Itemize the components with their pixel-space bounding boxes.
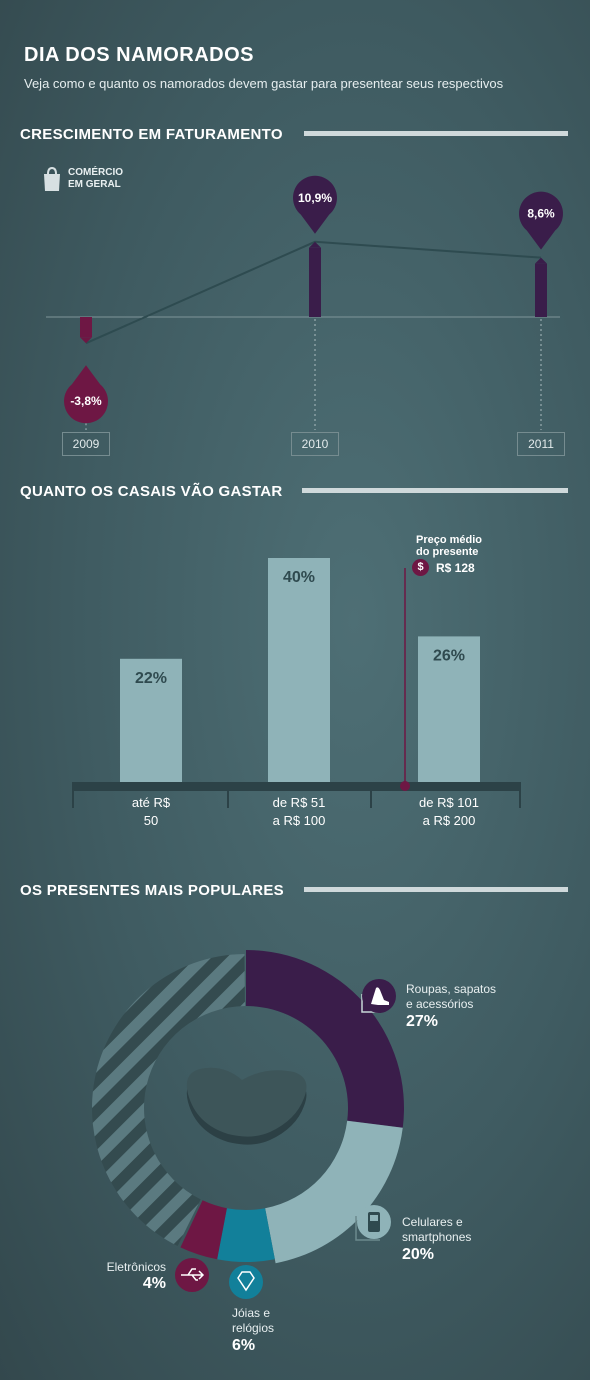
donut-slice: [217, 1208, 275, 1262]
avg-price-value: R$ 128: [436, 561, 475, 575]
growth-pin: [64, 365, 108, 424]
avg-price-dot: [400, 781, 410, 791]
growth-section-divider: [304, 131, 568, 136]
bar-category-line: de R$ 51: [272, 795, 326, 810]
dollar-icon: $: [412, 559, 429, 576]
avg-price-label-line1: Preço médio: [416, 534, 483, 546]
avg-price-label-line2: do presente: [416, 546, 479, 558]
gift-label-jewelry-line2: relógios: [232, 1321, 275, 1335]
bar-value-label: 40%: [283, 569, 315, 586]
bar-category-label: de R$ 51 a R$ 100: [239, 794, 359, 830]
gift-pct-jewelry: 6%: [232, 1337, 256, 1354]
high-heel-glyph: [371, 987, 389, 1005]
growth-legend-line2: EM GERAL: [68, 179, 121, 190]
bar-category-line: a R$ 100: [272, 813, 326, 828]
usb-glyph: [181, 1268, 205, 1281]
spending-section-divider: [302, 488, 568, 493]
growth-bar-tip: [309, 241, 321, 248]
bar-category-line: a R$ 200: [422, 813, 476, 828]
bar-value-label: 22%: [135, 670, 167, 687]
diamond-glyph: [237, 1271, 255, 1292]
growth-legend: COMÉRCIO EM GERAL: [68, 167, 123, 191]
gift-pct-phones: 20%: [402, 1246, 435, 1263]
gift-label-phones-line1: Celulares e: [402, 1215, 463, 1229]
gift-label-phones-line2: smartphones: [402, 1230, 472, 1244]
growth-year-label: 2010: [291, 432, 339, 456]
growth-chart: -3,8% 10,9% 8,6%: [46, 175, 563, 430]
heart-box-icon: [186, 1067, 307, 1145]
page-title: DIA DOS NAMORADOS: [24, 44, 254, 66]
growth-pin: [519, 191, 563, 250]
bar: [418, 636, 480, 782]
bar-category-line: até R$: [131, 795, 171, 810]
bar: [120, 658, 182, 782]
growth-year-label: 2009: [62, 432, 110, 456]
gifts-section-title: OS PRESENTES MAIS POPULARES: [20, 882, 284, 899]
donut-slice-other: [92, 954, 245, 1247]
bar: [268, 558, 330, 782]
gifts-section-divider: [304, 887, 568, 892]
gifts-donut-chart: [92, 950, 405, 1299]
bar-axis: [73, 782, 521, 791]
gift-label-clothes: Roupas, sapatos e acessórios 27%: [406, 982, 497, 1030]
bar-category-line: de R$ 101: [419, 795, 479, 810]
growth-year-label: 2011: [517, 432, 565, 456]
growth-bar: [535, 263, 547, 317]
growth-value-label: 10,9%: [298, 191, 332, 205]
page-subtitle: Veja como e quanto os namorados devem ga…: [24, 76, 504, 91]
gift-pct-electronics: 4%: [142, 1275, 166, 1292]
donut-slice: [265, 1120, 403, 1264]
spending-section-title: QUANTO OS CASAIS VÃO GASTAR: [20, 483, 283, 500]
growth-bar: [309, 247, 321, 317]
growth-value-label: 8,6%: [527, 207, 555, 221]
growth-bar: [80, 317, 92, 338]
bar-category-line: 50: [143, 813, 159, 828]
donut-slice: [180, 1200, 227, 1260]
avg-price-label: Preço médio do presente: [416, 534, 482, 558]
bar-category-label: de R$ 101 a R$ 200: [389, 794, 509, 830]
gift-label-clothes-line2: e acessórios: [406, 997, 474, 1011]
gift-label-clothes-line1: Roupas, sapatos: [406, 982, 497, 996]
donut-slice: [246, 950, 405, 1128]
gift-pct-clothes: 27%: [406, 1013, 439, 1030]
gift-label-electronics: Eletrônicos 4%: [100, 1260, 166, 1292]
growth-bar-tip: [535, 257, 547, 264]
growth-value-label: -3,8%: [70, 394, 102, 408]
diamond-icon: [229, 1265, 263, 1299]
gift-label-jewelry-line1: Jóias e: [232, 1306, 271, 1320]
growth-pin: [293, 175, 337, 234]
spending-chart: 22% 40% 26%: [72, 558, 521, 808]
phone-screen-glyph: [370, 1215, 378, 1221]
bar-value-label: 26%: [433, 647, 465, 664]
bar-category-label: até R$ 50: [91, 794, 211, 830]
growth-legend-line1: COMÉRCIO: [68, 167, 123, 178]
badge-tail: [355, 1216, 380, 1241]
growth-bar-tip: [80, 337, 92, 344]
gift-label-phones: Celulares e smartphones 20%: [402, 1215, 472, 1263]
gift-label-jewelry: Jóias e relógios 6%: [232, 1306, 275, 1354]
gift-label-electronics-line1: Eletrônicos: [106, 1260, 166, 1274]
growth-section-title: CRESCIMENTO EM FATURAMENTO: [20, 126, 283, 143]
shopping-bag-icon: [44, 166, 60, 191]
